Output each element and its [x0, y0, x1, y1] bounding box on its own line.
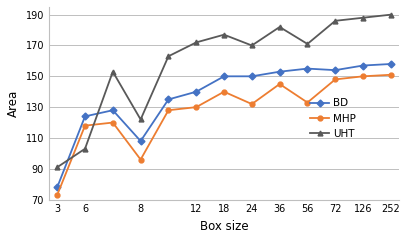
MHP — [55, 194, 60, 197]
BD — [82, 115, 87, 118]
UHT — [55, 166, 60, 169]
MHP — [166, 109, 171, 112]
BD — [277, 70, 282, 73]
MHP — [361, 75, 366, 78]
UHT — [166, 55, 171, 58]
MHP — [388, 73, 393, 76]
BD — [222, 75, 226, 78]
UHT — [277, 25, 282, 28]
Line: BD: BD — [55, 61, 393, 190]
UHT — [361, 16, 366, 19]
BD — [388, 63, 393, 66]
MHP — [305, 101, 310, 104]
BD — [333, 69, 338, 72]
MHP — [138, 158, 143, 161]
UHT — [388, 13, 393, 16]
UHT — [249, 44, 254, 47]
X-axis label: Box size: Box size — [200, 220, 248, 233]
Line: MHP: MHP — [55, 72, 393, 198]
BD — [305, 67, 310, 70]
MHP — [111, 121, 115, 124]
BD — [361, 64, 366, 67]
UHT — [305, 42, 310, 45]
MHP — [194, 106, 199, 108]
BD — [55, 186, 60, 189]
MHP — [249, 103, 254, 106]
BD — [166, 98, 171, 101]
UHT — [138, 118, 143, 121]
Legend: BD, MHP, UHT: BD, MHP, UHT — [306, 94, 360, 143]
MHP — [333, 78, 338, 81]
BD — [194, 90, 199, 93]
Y-axis label: Area: Area — [7, 90, 20, 117]
Line: UHT: UHT — [55, 12, 393, 170]
UHT — [333, 19, 338, 22]
MHP — [82, 124, 87, 127]
BD — [111, 109, 115, 112]
UHT — [222, 33, 226, 36]
BD — [138, 140, 143, 143]
UHT — [194, 41, 199, 44]
UHT — [111, 70, 115, 73]
UHT — [82, 147, 87, 150]
MHP — [277, 83, 282, 85]
BD — [249, 75, 254, 78]
MHP — [222, 90, 226, 93]
